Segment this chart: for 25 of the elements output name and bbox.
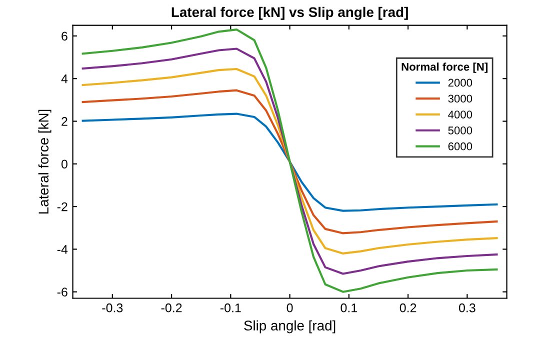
legend-title: Normal force [N] [402,62,488,73]
legend-label: 5000 [448,126,472,134]
y-tick-label: -2 [57,202,68,212]
y-axis-title: Lateral force [kN] [38,110,52,214]
y-tick-label: 6 [62,32,68,41]
chart-title: Lateral force [kN] vs Slip angle [rad] [172,6,408,20]
x-tick-label: 0 [286,303,293,312]
x-tick-label: -0.2 [161,303,182,312]
y-tick-label: -4 [57,245,68,254]
legend-label: 4000 [448,110,472,118]
line-series [82,112,498,212]
x-tick-label: -0.1 [220,303,241,312]
y-tick-label: 0 [61,160,68,169]
x-tick-label: 0.3 [458,303,476,312]
x-axis-title: Slip angle [rad] [244,320,336,334]
y-tick-label: 4 [61,74,68,84]
legend-label: 3000 [448,94,472,103]
x-tick-label: -0.3 [102,303,123,312]
y-tick-label: -6 [57,288,68,296]
x-tick-label: 0.2 [400,303,416,312]
x-tick-label: 0.1 [340,303,358,312]
legend-label: 2000 [448,78,472,87]
legend-label: 6000 [448,142,472,150]
line-series [82,89,498,234]
y-tick-label: 2 [62,117,68,126]
